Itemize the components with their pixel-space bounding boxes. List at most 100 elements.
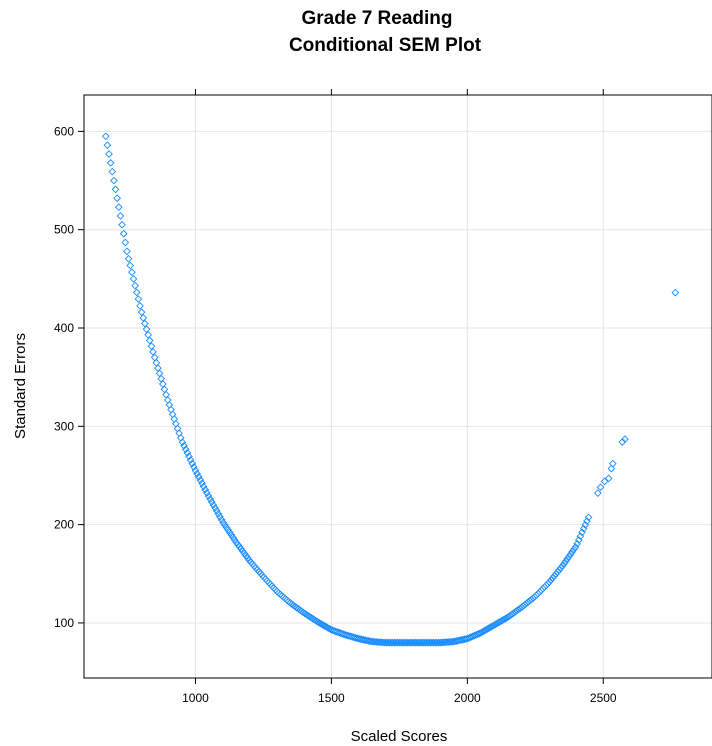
data-point: [198, 479, 206, 488]
data-point: [478, 627, 487, 636]
data-point: [516, 604, 524, 613]
x-tick-label: 1000: [182, 691, 209, 705]
data-point: [566, 550, 575, 558]
data-point: [584, 513, 593, 522]
data-point: [501, 614, 510, 623]
data-point: [548, 574, 557, 582]
data-point: [147, 342, 156, 351]
data-point: [508, 610, 516, 619]
data-point: [149, 347, 157, 356]
data-point: [506, 611, 515, 620]
data-point: [493, 619, 502, 628]
data-point: [137, 308, 146, 317]
data-point: [325, 624, 334, 633]
data-point: [317, 620, 325, 628]
data-point: [550, 572, 559, 580]
data-point: [552, 570, 560, 578]
data-point: [196, 476, 205, 484]
data-point: [557, 564, 565, 572]
data-point: [504, 612, 513, 621]
y-tick-label: 400: [54, 321, 74, 335]
data-point: [216, 512, 224, 521]
data-point: [375, 638, 384, 647]
data-point: [372, 638, 381, 646]
data-point: [563, 555, 572, 563]
data-point: [220, 521, 229, 529]
data-point: [207, 498, 216, 506]
data-point: [560, 559, 568, 568]
data-point: [178, 438, 187, 447]
data-point: [185, 452, 193, 461]
data-point: [124, 254, 133, 263]
y-tick-label: 500: [54, 223, 74, 237]
data-point: [553, 568, 562, 576]
data-point: [128, 268, 136, 277]
data-point: [485, 624, 493, 632]
data-point: [134, 295, 143, 303]
data-point: [514, 605, 523, 614]
x-axis: 1000 1500 2000 2500: [182, 89, 617, 705]
data-point: [558, 562, 567, 570]
y-tick-label: 300: [54, 419, 74, 433]
data-point: [144, 331, 152, 339]
data-point: [229, 533, 237, 542]
data-point: [600, 477, 609, 486]
data-point: [380, 638, 389, 647]
data-point: [193, 469, 201, 478]
data-point: [186, 456, 195, 464]
data-point: [511, 608, 520, 616]
data-point: [131, 281, 139, 290]
data-point: [114, 203, 123, 211]
y-tick-label: 100: [54, 616, 74, 630]
data-point: [509, 609, 518, 617]
data-point: [126, 261, 135, 270]
data-point: [121, 238, 130, 247]
data-point: [209, 501, 218, 509]
data-point: [488, 622, 497, 631]
data-point: [227, 531, 236, 539]
data-point: [183, 449, 192, 457]
data-point: [108, 167, 117, 176]
data-point: [106, 159, 115, 167]
data-point: [206, 495, 214, 503]
data-point: [214, 509, 223, 518]
data-point: [212, 507, 221, 515]
data-point: [320, 621, 329, 630]
data-point: [230, 536, 239, 544]
data-point: [481, 626, 490, 634]
chart-title-line-1: Grade 7 Reading: [302, 8, 453, 29]
data-point: [490, 621, 498, 630]
grid-lines: [84, 95, 712, 678]
data-point: [318, 620, 327, 629]
data-point: [499, 615, 508, 624]
data-point: [111, 185, 120, 194]
data-point: [189, 463, 198, 471]
data-point: [129, 275, 138, 283]
data-point: [495, 618, 503, 627]
x-axis-label: Scaled Scores: [351, 728, 448, 745]
data-point: [142, 325, 151, 334]
x-tick-label: 1500: [318, 691, 345, 705]
y-tick-label: 200: [54, 518, 74, 532]
data-point: [545, 578, 554, 586]
data-point: [480, 627, 489, 635]
data-point: [322, 622, 330, 631]
data-point: [219, 518, 228, 527]
data-point: [671, 288, 680, 297]
y-axis-label: Standard Errors: [12, 333, 29, 439]
data-point: [621, 435, 629, 443]
data-point: [313, 618, 322, 626]
y-tick-label: 600: [54, 124, 74, 138]
data-point: [180, 441, 188, 450]
data-point: [217, 515, 226, 524]
data-point: [570, 545, 578, 554]
data-point: [565, 552, 573, 561]
data-point: [543, 579, 552, 588]
data-point: [369, 637, 378, 646]
data-point: [110, 176, 118, 185]
data-point: [568, 547, 577, 556]
data-point: [132, 288, 141, 297]
plot-frame: [83, 94, 712, 679]
data-point: [194, 473, 203, 481]
